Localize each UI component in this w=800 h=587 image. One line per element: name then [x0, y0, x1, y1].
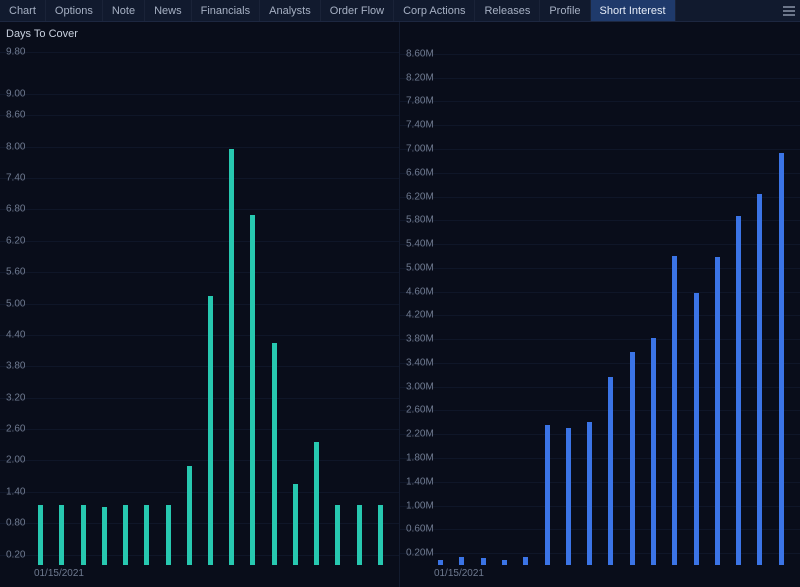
right-panel: 0.20M0.60M1.00M1.40M1.80M2.20M2.60M3.00M… — [400, 22, 800, 587]
bar — [123, 505, 128, 565]
bar — [357, 505, 362, 565]
panel-menu-button[interactable] — [778, 0, 800, 21]
ytick-label: 6.20 — [6, 235, 25, 246]
bars-container — [430, 42, 792, 565]
bar — [378, 505, 383, 565]
bar — [481, 558, 486, 565]
ytick-label: 5.60 — [6, 267, 25, 278]
bar — [757, 194, 762, 565]
ytick-label: 8.60 — [6, 110, 25, 121]
bar — [608, 377, 613, 565]
tab-note[interactable]: Note — [103, 0, 145, 21]
xtick-label: 01/15/2021 — [434, 568, 484, 579]
bar — [587, 422, 592, 565]
ytick-label: 9.80 — [6, 47, 25, 58]
bar — [438, 560, 443, 565]
right-plot: 0.20M0.60M1.00M1.40M1.80M2.20M2.60M3.00M… — [400, 22, 800, 587]
bar — [779, 153, 784, 565]
tab-chart[interactable]: Chart — [0, 0, 46, 21]
bar — [672, 256, 677, 565]
tab-news[interactable]: News — [145, 0, 192, 21]
bar — [630, 352, 635, 565]
tab-releases[interactable]: Releases — [475, 0, 540, 21]
bar — [187, 466, 192, 565]
bar — [59, 505, 64, 565]
left-panel: Days To Cover 0.200.801.402.002.603.203.… — [0, 22, 400, 587]
tab-corp-actions[interactable]: Corp Actions — [394, 0, 475, 21]
ytick-label: 4.40 — [6, 329, 25, 340]
bar — [81, 505, 86, 565]
ytick-label: 2.60 — [6, 424, 25, 435]
tab-profile[interactable]: Profile — [540, 0, 590, 21]
bar — [229, 149, 234, 565]
bar — [566, 428, 571, 565]
bar — [651, 338, 656, 565]
bar — [102, 507, 107, 565]
bar — [144, 505, 149, 565]
bar — [250, 215, 255, 565]
bar — [545, 425, 550, 565]
tabbar-spacer — [676, 0, 778, 21]
bar — [208, 296, 213, 565]
bar — [272, 343, 277, 565]
ytick-label: 7.40 — [6, 172, 25, 183]
tab-financials[interactable]: Financials — [192, 0, 261, 21]
bar — [502, 560, 507, 565]
tab-short-interest[interactable]: Short Interest — [591, 0, 676, 21]
ytick-label: 0.80 — [6, 518, 25, 529]
bar — [523, 557, 528, 565]
charts-row: Days To Cover 0.200.801.402.002.603.203.… — [0, 22, 800, 587]
bars-container — [30, 42, 391, 565]
bar — [166, 505, 171, 565]
bar — [736, 216, 741, 565]
ytick-label: 9.00 — [6, 89, 25, 100]
ytick-label: 5.00 — [6, 298, 25, 309]
bar — [715, 257, 720, 565]
left-plot: 0.20 0.80 1.40 2.00 2.60 3.20 3.80 4.40 5.00 5.60… — [0, 22, 399, 587]
bar — [694, 293, 699, 565]
xtick-label: 01/15/2021 — [34, 568, 84, 579]
ytick-label: 3.20 — [6, 392, 25, 403]
tab-order-flow[interactable]: Order Flow — [321, 0, 394, 21]
tabbar: ChartOptionsNoteNewsFinancialsAnalystsOr… — [0, 0, 800, 22]
bar — [459, 557, 464, 565]
tab-analysts[interactable]: Analysts — [260, 0, 321, 21]
ytick-label: 6.80 — [6, 204, 25, 215]
bar — [314, 442, 319, 565]
ytick-label: 1.40 — [6, 486, 25, 497]
ytick-label: 0.20 — [6, 549, 25, 560]
ytick-label: 8.00 — [6, 141, 25, 152]
ytick-label: 2.00 — [6, 455, 25, 466]
bar — [335, 505, 340, 565]
tab-options[interactable]: Options — [46, 0, 103, 21]
menu-icon — [783, 6, 795, 16]
bar — [38, 505, 43, 565]
bar — [293, 484, 298, 565]
ytick-label: 3.80 — [6, 361, 25, 372]
